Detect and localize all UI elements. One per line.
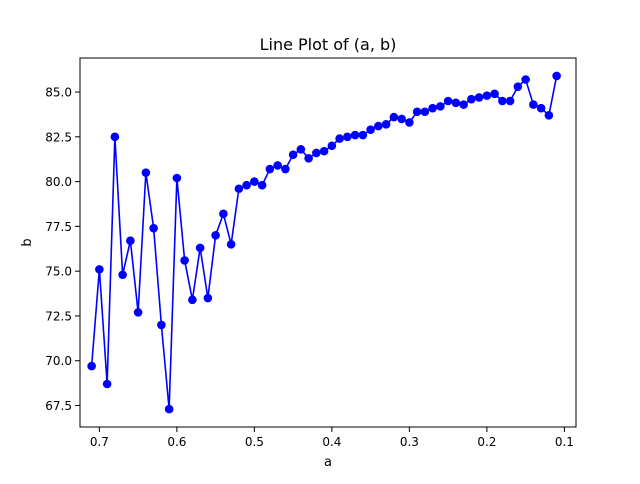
data-point xyxy=(436,102,445,111)
data-point xyxy=(374,121,383,131)
data-point xyxy=(188,295,197,305)
x-tick-label: 0.4 xyxy=(322,435,341,449)
data-point xyxy=(242,180,251,190)
data-point xyxy=(312,148,321,158)
data-point xyxy=(498,96,507,106)
data-point xyxy=(389,112,399,122)
data-point xyxy=(250,177,259,186)
data-point xyxy=(358,130,368,140)
data-point xyxy=(126,236,135,246)
data-point xyxy=(490,89,499,99)
data-point xyxy=(405,118,414,127)
data-point xyxy=(552,71,561,81)
data-point xyxy=(350,130,360,140)
data-point xyxy=(366,125,375,134)
data-point xyxy=(304,154,313,163)
data-point xyxy=(381,119,391,129)
data-point xyxy=(482,91,492,100)
data-point xyxy=(87,361,96,371)
data-point xyxy=(110,132,120,142)
data-point xyxy=(397,114,406,124)
data-point xyxy=(474,93,484,102)
y-tick-label: 77.5 xyxy=(45,220,72,234)
data-point xyxy=(149,223,158,233)
data-point xyxy=(95,265,104,274)
data-point xyxy=(459,100,468,109)
y-tick-label: 80.0 xyxy=(45,175,72,189)
y-tick-label: 85.0 xyxy=(45,86,72,100)
data-point xyxy=(141,168,151,177)
data-point xyxy=(281,164,290,174)
data-point xyxy=(319,146,329,156)
plot-area-frame xyxy=(79,57,577,428)
data-point xyxy=(521,75,530,84)
data-point xyxy=(327,141,337,151)
data-point xyxy=(118,270,127,280)
y-axis-label: b xyxy=(20,238,35,246)
data-point xyxy=(219,209,228,219)
data-point xyxy=(234,184,244,194)
data-point xyxy=(172,173,182,183)
data-point xyxy=(211,231,220,240)
data-point xyxy=(226,239,236,249)
data-point xyxy=(273,161,282,170)
data-point xyxy=(288,150,298,160)
data-point xyxy=(257,180,267,190)
data-point xyxy=(420,107,430,117)
y-tick-label: 70.0 xyxy=(45,354,72,368)
data-point xyxy=(180,256,189,265)
y-tick-label: 82.5 xyxy=(45,130,72,144)
data-point xyxy=(412,107,422,117)
y-tick-label: 67.5 xyxy=(45,399,72,413)
x-tick-label: 0.6 xyxy=(167,435,186,449)
data-point xyxy=(544,111,554,120)
x-axis: 0.7 0.6 0.5 0.4 0.3 0.2 0.1 xyxy=(90,427,574,449)
x-tick-label: 0.2 xyxy=(477,435,496,449)
data-point xyxy=(203,293,213,303)
y-tick-label: 75.0 xyxy=(45,265,72,279)
data-point xyxy=(164,404,174,414)
x-tick-label: 0.1 xyxy=(555,435,574,449)
data-point xyxy=(335,134,344,143)
data-point xyxy=(451,98,461,108)
data-point xyxy=(529,100,538,109)
data-point xyxy=(157,320,166,330)
data-point xyxy=(343,132,352,142)
data-point xyxy=(265,164,275,174)
data-point xyxy=(513,82,523,91)
x-tick-label: 0.5 xyxy=(245,435,264,449)
x-tick-label: 0.3 xyxy=(400,435,419,449)
x-tick-label: 0.7 xyxy=(90,435,109,449)
x-axis-label: a xyxy=(324,455,332,470)
data-point xyxy=(102,379,112,389)
y-axis: 67.5 70.0 72.5 75.0 77.5 80.0 82.5 85.0 xyxy=(45,86,80,413)
data-point xyxy=(505,96,515,106)
chart-title: Line Plot of (a, b) xyxy=(260,35,397,54)
data-point xyxy=(467,94,476,104)
data-point xyxy=(428,103,437,113)
data-point xyxy=(296,145,306,154)
data-point xyxy=(536,103,546,113)
series-layer xyxy=(87,71,561,414)
y-tick-label: 72.5 xyxy=(45,309,72,323)
data-point xyxy=(443,96,453,106)
data-point xyxy=(133,308,143,317)
data-point xyxy=(195,243,205,253)
